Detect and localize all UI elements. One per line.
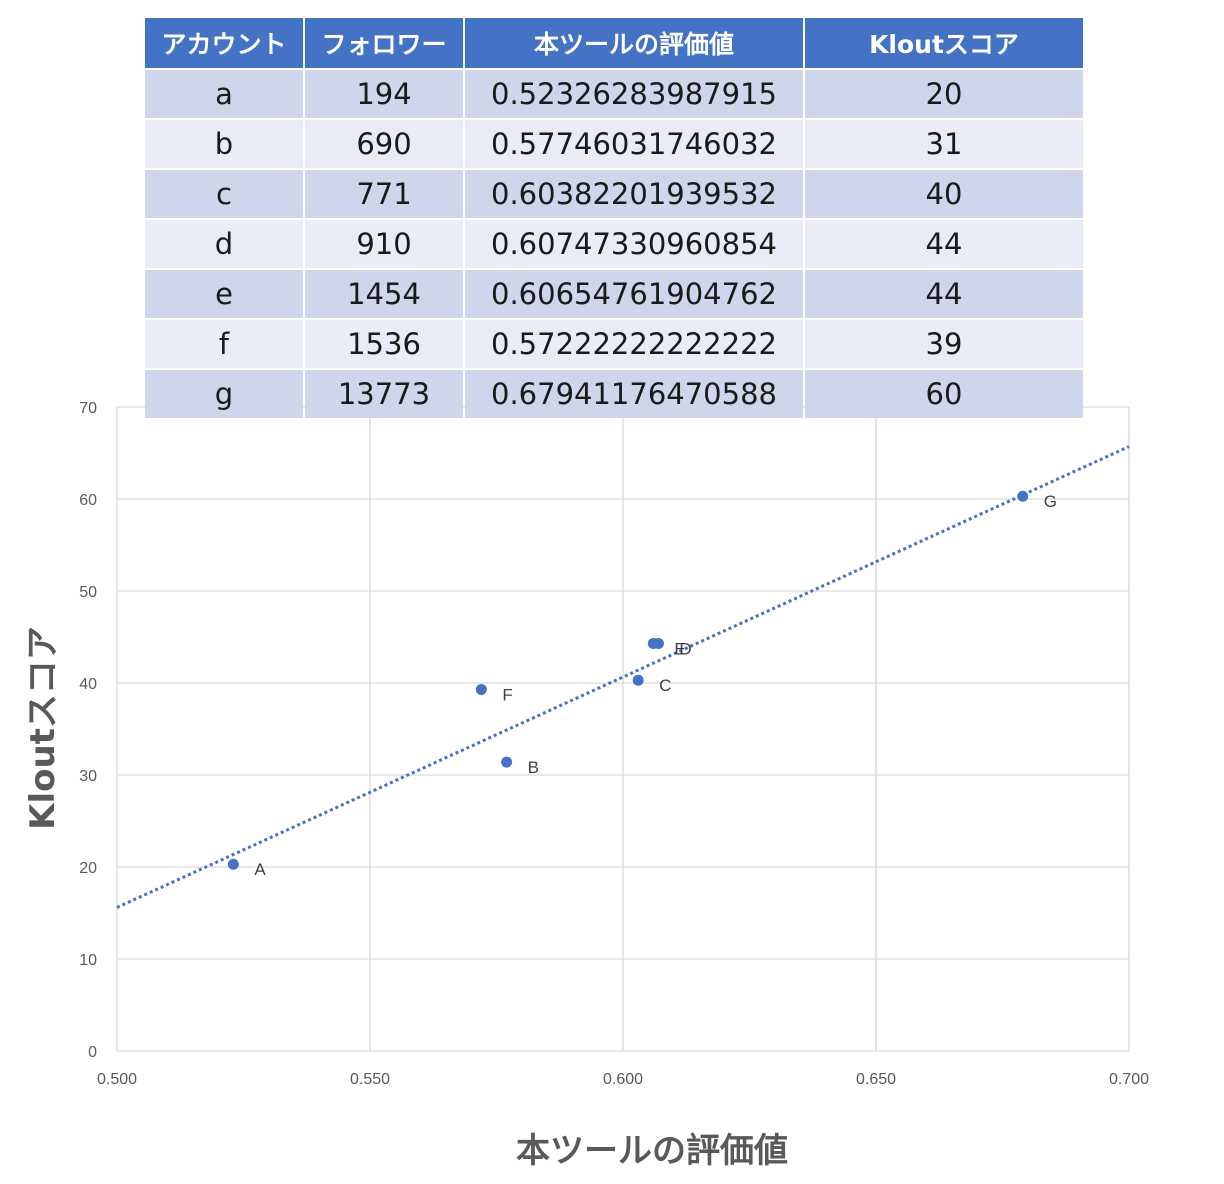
point-label: D — [679, 639, 691, 658]
data-point — [1017, 490, 1029, 502]
table-cell: d — [145, 220, 303, 268]
table-cell: 60 — [805, 370, 1083, 418]
y-tick-label: 70 — [79, 400, 97, 417]
point-label: F — [502, 685, 512, 704]
y-tick-label: 50 — [79, 584, 97, 601]
header-tool-score: 本ツールの評価値 — [465, 18, 803, 68]
table-cell: e — [145, 270, 303, 318]
point-label: C — [659, 676, 671, 695]
gridlines — [116, 406, 1130, 1052]
data-point — [501, 756, 513, 768]
header-followers: フォロワー — [305, 18, 463, 68]
table-row: f 1536 0.57222222222222 39 — [145, 320, 1083, 368]
y-tick-label: 20 — [79, 860, 97, 877]
table-cell: 0.52326283987915 — [465, 70, 803, 118]
table-cell: 13773 — [305, 370, 463, 418]
header-klout-score: Kloutスコア — [805, 18, 1083, 68]
table-cell: 31 — [805, 120, 1083, 168]
table-cell: 0.60747330960854 — [465, 220, 803, 268]
y-tick-label: 10 — [79, 952, 97, 969]
axis-tick-labels: 0 10 20 30 40 50 60 70 0.500 0.550 0.600 0.650 0.700 — [79, 400, 1149, 1088]
x-tick-label: 0.500 — [97, 1071, 137, 1088]
table-cell: c — [145, 170, 303, 218]
table-cell: 690 — [305, 120, 463, 168]
table-cell: b — [145, 120, 303, 168]
data-point — [475, 683, 487, 695]
table-cell: 39 — [805, 320, 1083, 368]
table-cell: 0.60382201939532 — [465, 170, 803, 218]
table-cell: 194 — [305, 70, 463, 118]
table-cell: 0.57746031746032 — [465, 120, 803, 168]
y-tick-label: 30 — [79, 768, 97, 785]
y-axis-title: Kloutスコア — [23, 626, 63, 830]
data-table: アカウント フォロワー 本ツールの評価値 Kloutスコア a 194 0.5232… — [143, 16, 1085, 420]
data-points: A B CDE F G — [227, 490, 1057, 879]
trendline-layer — [116, 445, 1130, 909]
y-tick-label: 60 — [79, 492, 97, 509]
table-cell: 1536 — [305, 320, 463, 368]
point-label: B — [528, 758, 539, 777]
table-row: d 910 0.60747330960854 44 — [145, 220, 1083, 268]
y-tick-label: 0 — [88, 1044, 97, 1061]
trendline — [116, 445, 1130, 909]
point-label: E — [674, 639, 685, 658]
table-cell: 0.60654761904762 — [465, 270, 803, 318]
point-label: G — [1044, 492, 1057, 511]
table-cell: 44 — [805, 270, 1083, 318]
data-point — [227, 858, 239, 870]
table-cell: 1454 — [305, 270, 463, 318]
table-cell: 40 — [805, 170, 1083, 218]
x-tick-label: 0.600 — [603, 1071, 643, 1088]
table-cell: 771 — [305, 170, 463, 218]
table-cell: f — [145, 320, 303, 368]
y-tick-label: 40 — [79, 676, 97, 693]
table-cell: 44 — [805, 220, 1083, 268]
table-header-row: アカウント フォロワー 本ツールの評価値 Kloutスコア — [145, 18, 1083, 68]
x-tick-label: 0.700 — [1109, 1071, 1149, 1088]
table-row: e 1454 0.60654761904762 44 — [145, 270, 1083, 318]
table-row: a 194 0.52326283987915 20 — [145, 70, 1083, 118]
table-cell: 0.67941176470588 — [465, 370, 803, 418]
table-cell: 0.57222222222222 — [465, 320, 803, 368]
x-tick-label: 0.650 — [856, 1071, 896, 1088]
data-point — [632, 674, 644, 686]
table-cell: g — [145, 370, 303, 418]
point-label: A — [254, 860, 266, 879]
table-row: b 690 0.57746031746032 31 — [145, 120, 1083, 168]
table-row: g 13773 0.67941176470588 60 — [145, 370, 1083, 418]
data-point — [647, 637, 659, 649]
header-account: アカウント — [145, 18, 303, 68]
table-cell: a — [145, 70, 303, 118]
table-cell: 20 — [805, 70, 1083, 118]
table-row: c 771 0.60382201939532 40 — [145, 170, 1083, 218]
table-cell: 910 — [305, 220, 463, 268]
table-body: a 194 0.52326283987915 20 b 690 0.577460317460… — [145, 70, 1083, 418]
x-tick-label: 0.550 — [350, 1071, 390, 1088]
x-axis-title: 本ツールの評価値 — [516, 1131, 788, 1171]
